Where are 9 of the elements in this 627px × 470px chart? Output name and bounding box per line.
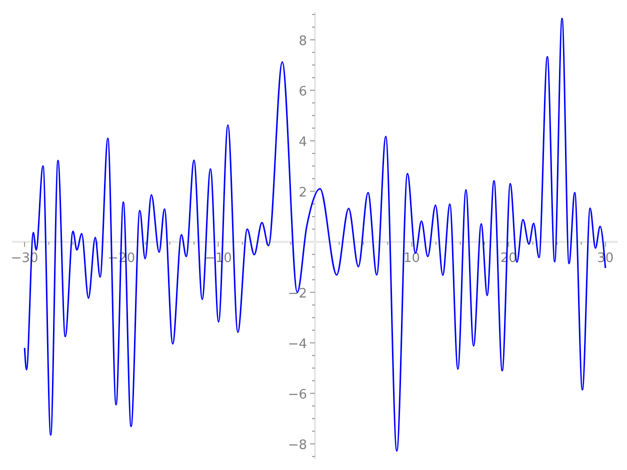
y-tick-label: 4 (298, 134, 307, 150)
y-tick-label: −8 (288, 438, 307, 453)
y-tick-label: 6 (298, 84, 307, 100)
y-tick-label: −4 (288, 336, 307, 352)
y-tick-label: −6 (288, 387, 307, 402)
y-tick-label: 2 (298, 185, 307, 200)
y-tick-label: 8 (298, 34, 307, 49)
x-tick-label: 10 (404, 250, 420, 266)
y-tick-label: −2 (288, 286, 307, 302)
